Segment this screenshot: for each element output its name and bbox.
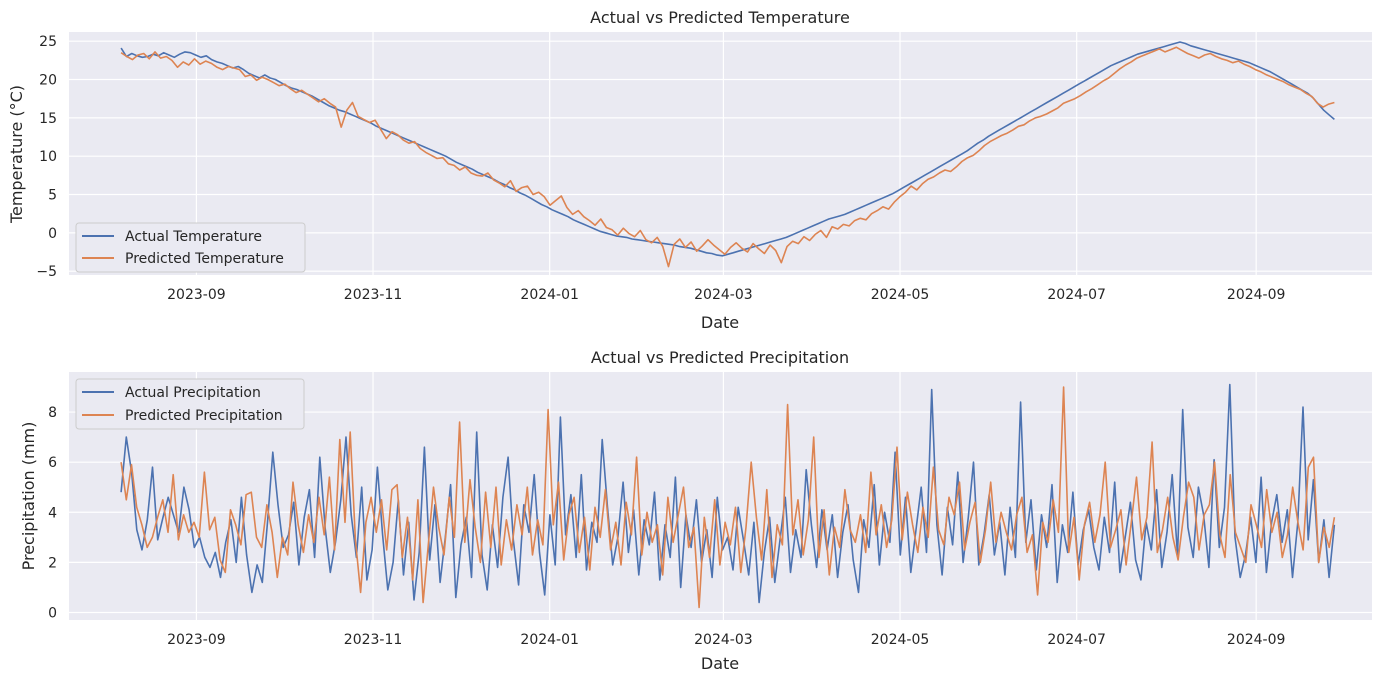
y-tick-label: 0: [48, 226, 57, 242]
x-tick-label: 2023-11: [344, 632, 403, 648]
legend: Actual Precipitation Predicted Precipita…: [75, 378, 305, 430]
legend-label-predicted: Predicted Temperature: [125, 251, 284, 267]
legend: Actual Temperature Predicted Temperature: [75, 222, 306, 273]
precipitation-chart: 2023-09 2023-11 2024-01 2024-03 2024-05 2024-…: [19, 348, 1372, 673]
x-tick-label: 2024-03: [694, 632, 753, 648]
y-tick-label: 20: [39, 73, 57, 89]
grid: [69, 32, 1372, 275]
x-tick-label: 2024-01: [520, 632, 579, 648]
series-lines: [120, 41, 1335, 268]
y-axis-label: Precipitation (mm): [19, 422, 38, 571]
y-tick-label: 0: [48, 605, 57, 621]
y-tick-label: 2: [48, 555, 57, 571]
x-tick-label: 2024-07: [1047, 287, 1106, 303]
x-tick-label: 2024-03: [694, 287, 753, 303]
y-axis-label: Temperature (°C): [7, 85, 26, 224]
x-tick-label: 2024-05: [871, 287, 930, 303]
grid: [69, 372, 1372, 620]
x-tick-label: 2024-09: [1227, 632, 1286, 648]
x-tick-labels: 2023-09 2023-11 2024-01 2024-03 2024-05 2024-…: [167, 287, 1285, 303]
x-axis-label: Date: [701, 654, 739, 673]
x-tick-label: 2023-09: [167, 632, 226, 648]
chart-title: Actual vs Predicted Temperature: [590, 8, 850, 27]
x-tick-label: 2024-07: [1047, 632, 1106, 648]
y-tick-label: −5: [36, 264, 57, 280]
x-tick-label: 2024-01: [520, 287, 579, 303]
x-tick-label: 2024-09: [1227, 287, 1286, 303]
x-tick-label: 2023-09: [167, 287, 226, 303]
predicted-series-line: [120, 386, 1336, 609]
y-tick-labels: 25 20 15 10 5 0 −5: [36, 34, 57, 280]
x-tick-labels: 2023-09 2023-11 2024-01 2024-03 2024-05 2024-…: [167, 632, 1285, 648]
x-axis-label: Date: [701, 313, 739, 332]
temperature-chart: 2023-09 2023-11 2024-01 2024-03 2024-05 2024-…: [7, 8, 1372, 332]
x-tick-label: 2024-05: [871, 632, 930, 648]
y-tick-label: 10: [39, 149, 57, 165]
chart-title: Actual vs Predicted Precipitation: [591, 348, 849, 367]
y-tick-label: 4: [48, 505, 57, 521]
y-tick-label: 5: [48, 188, 57, 204]
predicted-series-line: [120, 46, 1335, 268]
legend-label-predicted: Predicted Precipitation: [125, 408, 283, 424]
y-tick-label: 8: [48, 405, 57, 421]
y-tick-label: 15: [39, 111, 57, 127]
x-tick-label: 2023-11: [344, 287, 403, 303]
legend-label-actual: Actual Temperature: [125, 229, 262, 245]
actual-series-line: [120, 41, 1335, 257]
legend-box: [75, 222, 306, 273]
y-tick-labels: 0 2 4 6 8: [48, 405, 57, 621]
y-tick-label: 6: [48, 455, 57, 471]
legend-label-actual: Actual Precipitation: [125, 385, 261, 401]
legend-box: [75, 378, 305, 430]
series-lines: [120, 383, 1336, 609]
y-tick-label: 25: [39, 34, 57, 50]
